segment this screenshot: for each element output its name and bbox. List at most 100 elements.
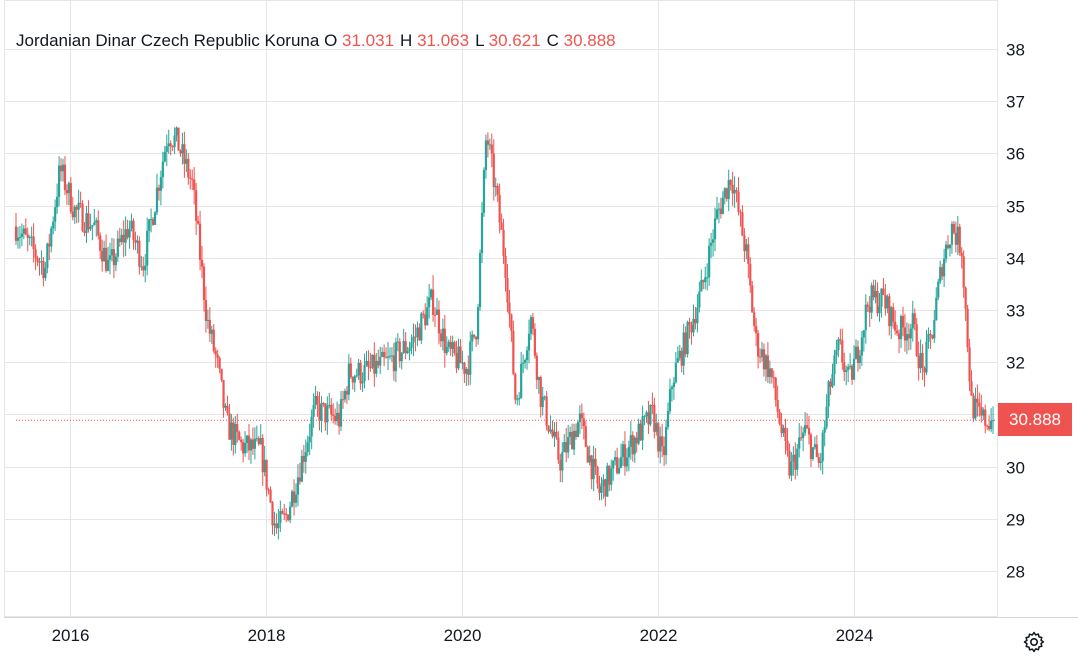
candle-body <box>878 306 881 314</box>
candle-body <box>606 465 609 497</box>
candle-body <box>659 436 662 452</box>
candle-body <box>657 423 660 452</box>
candle-body <box>377 360 380 366</box>
chart-legend: Jordanian Dinar Czech Republic Koruna O … <box>16 30 622 52</box>
y-tick-label: 35 <box>1006 198 1025 217</box>
candle-body <box>929 333 932 335</box>
candle-body <box>136 240 139 243</box>
candle-body <box>242 442 245 454</box>
candle-body <box>426 307 429 326</box>
low-label: L <box>475 31 484 50</box>
candle-body <box>723 188 726 198</box>
candle-body <box>516 399 519 401</box>
candle-body <box>204 299 208 321</box>
candle-body <box>525 350 529 361</box>
candle-body <box>518 397 521 400</box>
candle-body <box>302 455 305 462</box>
candle-body <box>236 423 239 432</box>
candle-body <box>285 513 288 516</box>
candle-body <box>706 277 709 279</box>
candle-body <box>247 435 251 451</box>
candle-body <box>884 295 887 309</box>
candle-body <box>189 177 192 179</box>
candle-body <box>277 523 280 529</box>
candle-body <box>265 459 268 490</box>
candle-body <box>355 375 358 377</box>
candle-body <box>108 255 112 260</box>
candle-body <box>148 219 151 231</box>
candle-body <box>672 382 676 388</box>
candle-body <box>181 144 184 154</box>
candle-body <box>849 365 852 367</box>
x-tick-label: 2020 <box>444 626 482 645</box>
candle-body <box>980 406 983 416</box>
candle-body <box>32 236 35 250</box>
candle-body <box>91 225 94 227</box>
candle-body <box>153 212 157 225</box>
candle-body <box>251 439 255 449</box>
candle-body <box>232 422 235 445</box>
candle-body <box>868 306 871 313</box>
candle-body <box>523 360 527 363</box>
candle-body <box>56 196 59 208</box>
candle-body <box>962 256 965 288</box>
candle-body <box>424 314 427 326</box>
candle-body <box>625 457 629 467</box>
candle-body <box>747 244 750 264</box>
candle-body <box>463 362 466 374</box>
candle-body <box>486 140 489 145</box>
y-tick-label: 33 <box>1006 302 1025 321</box>
candle-body <box>917 355 920 369</box>
candle-body <box>604 479 607 497</box>
candle-body <box>870 285 873 313</box>
candle-body <box>253 438 256 449</box>
candle-body <box>46 243 49 268</box>
candle-body <box>144 265 147 271</box>
candle-body <box>512 330 515 374</box>
candle-body <box>823 427 826 433</box>
candle-body <box>768 368 771 378</box>
candle-body <box>54 207 57 222</box>
candle-body <box>941 267 944 277</box>
candle-body <box>590 455 593 480</box>
candle-body <box>543 396 546 398</box>
close-value: 30.888 <box>563 31 616 50</box>
candle-body <box>641 416 644 441</box>
candle-body <box>841 340 844 363</box>
candle-body <box>976 398 979 403</box>
candle-body <box>674 362 677 383</box>
candle-body <box>50 228 53 247</box>
candle-body <box>202 266 206 300</box>
candle-body <box>467 368 470 375</box>
candle-body <box>800 437 803 439</box>
candle-body <box>179 150 182 154</box>
candle-body <box>130 220 133 229</box>
candle-body <box>106 259 110 271</box>
candle-body <box>984 409 987 426</box>
candle-body <box>157 187 161 191</box>
candle-body <box>455 353 458 369</box>
candle-body <box>367 361 370 368</box>
candle-body <box>602 479 605 487</box>
candle-body <box>296 477 300 495</box>
candle-body <box>473 334 476 337</box>
candle-body <box>770 368 773 378</box>
candle-body <box>612 460 615 469</box>
candle-body <box>165 146 168 152</box>
candle-body <box>478 253 482 308</box>
y-tick-label: 28 <box>1006 563 1025 582</box>
y-tick-label: 30 <box>1006 459 1025 478</box>
candle-body <box>874 290 877 298</box>
candle-body <box>363 365 366 382</box>
candle-body <box>326 405 329 423</box>
candle-body <box>93 222 96 226</box>
candle-body <box>224 405 227 408</box>
gear-icon[interactable] <box>1022 630 1046 654</box>
candle-body <box>943 258 946 277</box>
candle-body <box>28 237 31 239</box>
candle-body <box>520 363 523 398</box>
candle-body <box>300 455 303 482</box>
candle-body <box>772 377 775 379</box>
